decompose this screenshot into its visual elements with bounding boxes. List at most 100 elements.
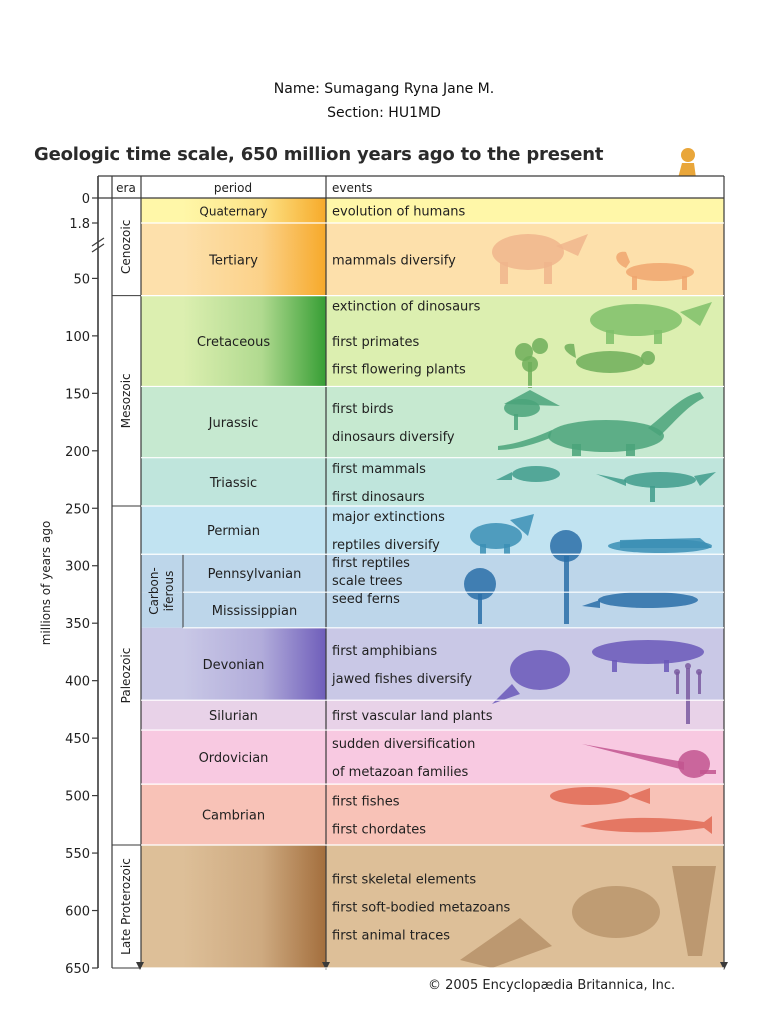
event-label: first amphibians (332, 644, 437, 659)
period-label: Cretaceous (197, 335, 271, 350)
tick-label: 450 (65, 732, 90, 747)
event-label: of metazoan families (332, 765, 469, 780)
period-label: Triassic (209, 476, 257, 491)
sauropod-icon (498, 392, 704, 456)
column-header-events: events (332, 181, 372, 195)
event-label: dinosaurs diversify (332, 430, 455, 445)
column-header-era: era (116, 181, 136, 195)
tick-label: 300 (65, 560, 90, 575)
tick-label: 50 (73, 272, 90, 287)
event-label: extinction of dinosaurs (332, 300, 481, 315)
tick-label: 550 (65, 847, 90, 862)
axis-break (91, 237, 105, 253)
event-label: reptiles diversify (332, 538, 440, 553)
tick-label: 600 (65, 905, 90, 920)
subgroup-label: iferous (162, 571, 176, 612)
event-label: first skeletal elements (332, 873, 476, 888)
event-label: first chordates (332, 823, 426, 838)
period-label: Quaternary (199, 205, 267, 219)
tick-label: 250 (65, 502, 90, 517)
column-header-period: period (214, 181, 252, 195)
primate-icon (564, 343, 655, 373)
event-label: first vascular land plants (332, 709, 493, 724)
event-label: first soft-bodied metazoans (332, 901, 511, 916)
tick-label: 1.8 (69, 217, 90, 232)
copyright-credit: © 2005 Encyclopædia Britannica, Inc. (428, 978, 676, 993)
event-label: first reptiles (332, 556, 410, 571)
period-label: Cambrian (202, 809, 265, 824)
reptile-icon (470, 514, 534, 554)
event-label: evolution of humans (332, 205, 466, 220)
event-label: first animal traces (332, 929, 450, 944)
era-column (98, 176, 141, 968)
tick-label: 0 (82, 192, 90, 207)
event-label: first mammals (332, 462, 426, 477)
event-label: first flowering plants (332, 362, 466, 377)
cone-shell-icon (672, 866, 716, 956)
event-label: mammals diversify (332, 253, 456, 268)
era-label: Mesozoic (119, 373, 133, 428)
cambrian-fish-icon (550, 787, 650, 805)
vascular-plant-icon (674, 663, 702, 724)
period-label: Devonian (203, 658, 265, 673)
event-label: major extinctions (332, 510, 445, 525)
name-line: Name: Sumagang Ryna Jane M. (273, 81, 495, 97)
tick-label: 200 (65, 445, 90, 460)
event-label: first birds (332, 402, 394, 417)
period-label: Pennsylvanian (208, 567, 302, 582)
period-band (141, 730, 724, 785)
axis-label: millions of years ago (39, 521, 53, 646)
nautiloid-icon (582, 744, 684, 770)
tick-label: 400 (65, 675, 90, 690)
arrow-head (322, 962, 330, 970)
bird-icon (504, 390, 560, 430)
chordate-icon (580, 816, 712, 834)
arrow-head (720, 962, 728, 970)
period-label: Ordovician (199, 751, 269, 766)
early-reptile-icon (582, 592, 698, 608)
period-gradient (183, 845, 326, 968)
era-label: Paleozoic (119, 648, 133, 704)
tick-label: 100 (65, 330, 90, 345)
tick-label: 500 (65, 790, 90, 805)
mammal-icon (496, 466, 560, 482)
chart-title: Geologic time scale, 650 million years a… (34, 144, 604, 165)
tick-label: 650 (65, 962, 90, 977)
era-label: Late Proterozoic (119, 858, 133, 955)
event-label: jawed fishes diversify (331, 672, 472, 687)
fossil-traces-icon (460, 918, 552, 968)
cat-mammal-icon (616, 251, 694, 290)
period-band (141, 700, 724, 731)
squid-icon (678, 750, 716, 778)
era-label: Cenozoic (119, 220, 133, 274)
rhino-icon (492, 234, 588, 284)
event-label: first primates (332, 335, 419, 350)
event-label: first fishes (332, 795, 400, 810)
period-label: Tertiary (208, 253, 258, 268)
shell-icon (572, 886, 660, 938)
event-label: scale trees (332, 574, 403, 589)
period-gradient (183, 627, 326, 701)
period-band (141, 554, 724, 593)
period-label: Jurassic (208, 416, 259, 431)
arrow-head (136, 962, 144, 970)
section-line: Section: HU1MD (327, 105, 441, 121)
period-label: Silurian (209, 709, 258, 724)
header-row (98, 176, 724, 198)
subgroup-label: Carbon- (147, 567, 161, 615)
amphibian-icon (592, 640, 704, 672)
jawed-fish-icon (492, 650, 570, 704)
period-label: Mississippian (212, 604, 297, 619)
event-label: seed ferns (332, 592, 400, 607)
event-label: first dinosaurs (332, 490, 425, 505)
triceratops-icon (590, 302, 712, 344)
theropod-icon (596, 472, 716, 502)
event-label: sudden diversification (332, 737, 475, 752)
flower-plant-icon (515, 338, 548, 388)
tick-label: 350 (65, 617, 90, 632)
period-label: Permian (207, 524, 260, 539)
tick-label: 150 (65, 387, 90, 402)
period-gradient (183, 198, 326, 296)
period-gradient (183, 295, 326, 387)
